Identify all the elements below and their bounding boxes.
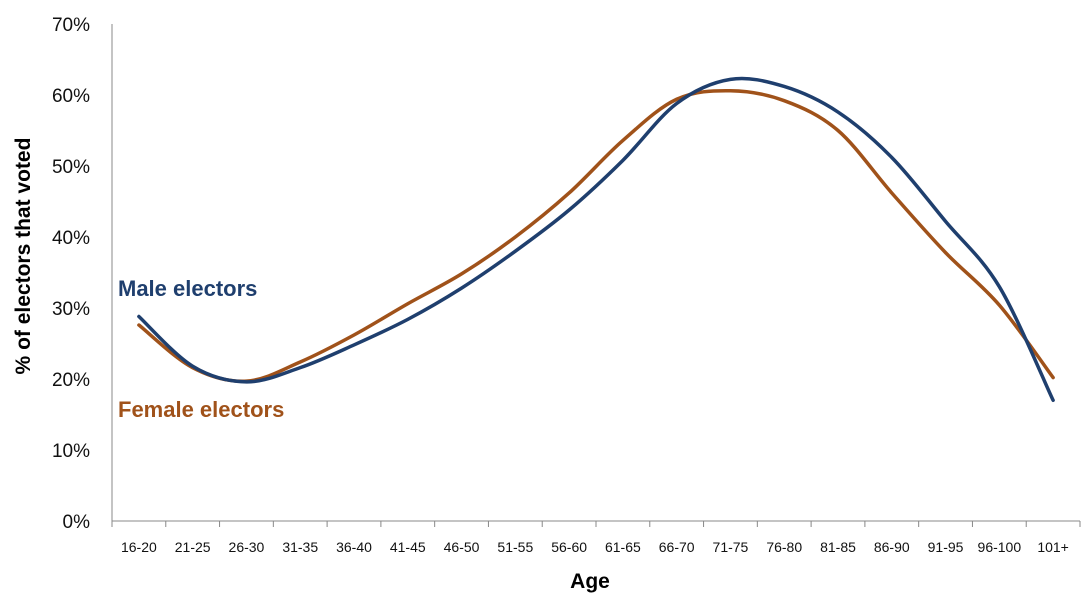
y-axis-ticks: 0% 10% 20% 30% 40% 50% 60% 70% — [52, 15, 90, 533]
x-tick-label: 21-25 — [175, 539, 211, 555]
y-tick-label: 70% — [52, 15, 90, 36]
male-electors-line — [139, 79, 1053, 401]
x-axis-title: Age — [570, 570, 610, 593]
x-tick-label: 51-55 — [497, 539, 533, 555]
x-tick-label: 41-45 — [390, 539, 426, 555]
x-tick-label: 26-30 — [229, 539, 265, 555]
y-axis-title: % of electors that voted — [12, 138, 35, 375]
y-tick-label: 40% — [52, 228, 90, 249]
male-electors-label: Male electors — [118, 276, 257, 301]
x-tick-label: 16-20 — [121, 539, 157, 555]
x-tick-label: 81-85 — [820, 539, 856, 555]
y-tick-label: 50% — [52, 157, 90, 178]
female-electors-line — [139, 91, 1053, 382]
x-tick-label: 71-75 — [713, 539, 749, 555]
y-tick-label: 0% — [63, 512, 91, 533]
series-lines — [139, 79, 1053, 401]
y-tick-label: 20% — [52, 370, 90, 391]
x-tick-label: 31-35 — [282, 539, 318, 555]
x-tick-label: 36-40 — [336, 539, 372, 555]
y-tick-label: 60% — [52, 86, 90, 107]
y-tick-label: 10% — [52, 441, 90, 462]
y-tick-label: 30% — [52, 299, 90, 320]
x-tick-label: 76-80 — [766, 539, 802, 555]
x-tick-label: 46-50 — [444, 539, 480, 555]
x-tick-label: 86-90 — [874, 539, 910, 555]
x-tick-label: 61-65 — [605, 539, 641, 555]
x-tick-label: 96-100 — [978, 539, 1022, 555]
x-tick-label: 91-95 — [928, 539, 964, 555]
x-tick-label: 66-70 — [659, 539, 695, 555]
x-tick-label: 101+ — [1037, 539, 1069, 555]
female-electors-label: Female electors — [118, 397, 284, 422]
x-axis-ticks: 16-20 21-25 26-30 31-35 36-40 41-45 46-50 51-55… — [112, 521, 1080, 555]
x-tick-label: 56-60 — [551, 539, 587, 555]
